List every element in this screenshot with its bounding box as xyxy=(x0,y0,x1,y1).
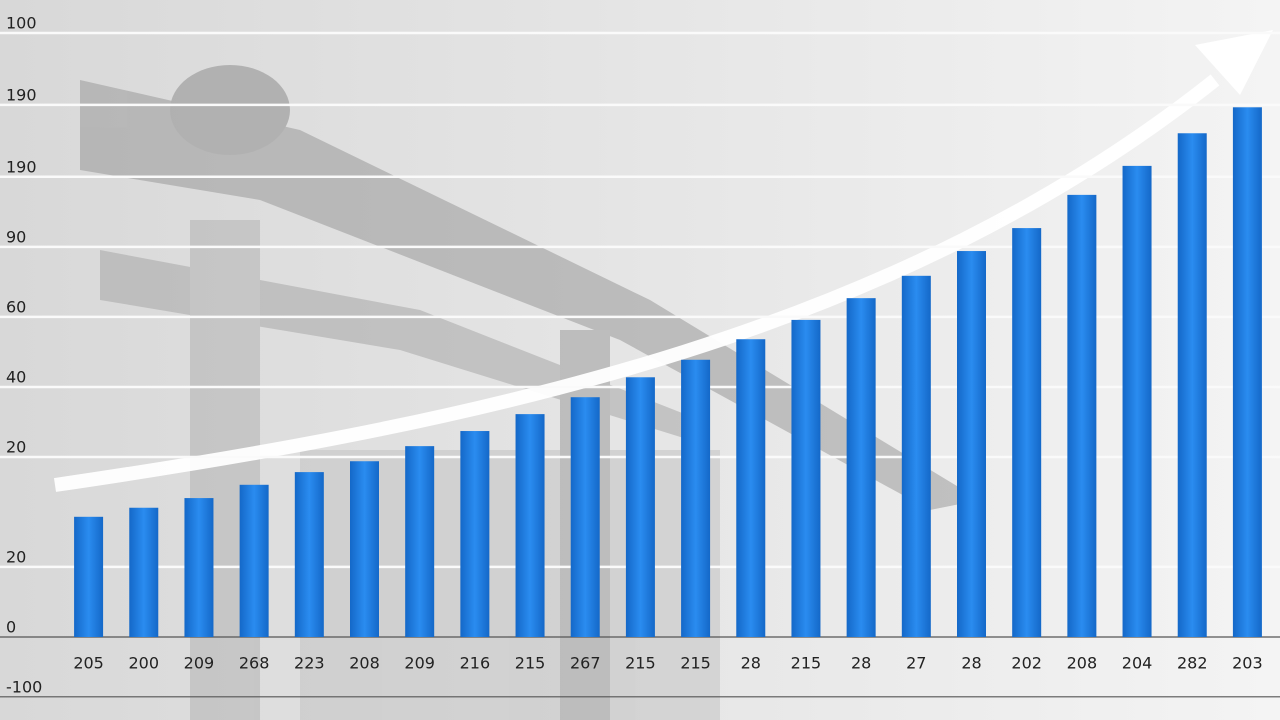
y-tick-label: 60 xyxy=(6,297,26,316)
x-tick-label: 216 xyxy=(460,654,491,673)
y-tick-label: 100 xyxy=(6,14,37,33)
y-tick-label: 20 xyxy=(6,547,26,566)
x-tick-label: 204 xyxy=(1122,654,1153,673)
bar xyxy=(1232,107,1262,638)
x-tick-label: 28 xyxy=(961,654,981,673)
bar xyxy=(74,516,104,637)
bar xyxy=(1122,165,1152,637)
bar xyxy=(515,414,545,637)
x-tick-label: 202 xyxy=(1011,654,1042,673)
bar xyxy=(736,339,766,637)
trend-arrow-head xyxy=(1195,30,1273,95)
x-tick-label: 208 xyxy=(1067,654,1098,673)
x-tick-label: 28 xyxy=(851,654,871,673)
x-tick-label: 282 xyxy=(1177,654,1208,673)
bar xyxy=(129,507,159,637)
bar xyxy=(294,472,324,637)
x-tick-label: 209 xyxy=(404,654,435,673)
bar xyxy=(681,359,711,637)
x-tick-label: 223 xyxy=(294,654,325,673)
bar xyxy=(570,397,600,637)
y-tick-label: 190 xyxy=(6,85,37,104)
x-tick-label: 215 xyxy=(515,654,546,673)
y-tick-label: 0 xyxy=(6,618,16,637)
x-tick-label: 268 xyxy=(239,654,270,673)
bar xyxy=(1177,133,1207,637)
bar xyxy=(901,275,931,637)
bar xyxy=(1067,194,1097,637)
x-tick-label: 27 xyxy=(906,654,926,673)
bar xyxy=(239,484,269,637)
x-tick-label: 203 xyxy=(1232,654,1263,673)
bar xyxy=(625,377,655,637)
x-tick-label: 267 xyxy=(570,654,601,673)
x-tick-label: 215 xyxy=(680,654,711,673)
x-tick-label: 208 xyxy=(349,654,380,673)
y-tick-label: 190 xyxy=(6,157,37,176)
trend-arrow xyxy=(53,74,1220,492)
bar xyxy=(1012,228,1042,638)
bar xyxy=(957,251,986,637)
x-tick-label: 209 xyxy=(184,654,215,673)
y-tick-label: 90 xyxy=(6,227,26,246)
x-tick-label: 215 xyxy=(625,654,656,673)
bar xyxy=(846,298,876,637)
bar xyxy=(405,446,435,637)
x-tick-label: 215 xyxy=(791,654,822,673)
x-tick-label: 28 xyxy=(741,654,761,673)
x-tick-label: 200 xyxy=(128,654,159,673)
y-tick-label: 40 xyxy=(6,367,26,386)
x-tick-label: 205 xyxy=(73,654,104,673)
bar xyxy=(460,431,490,637)
y-tick-label: 20 xyxy=(6,438,26,457)
y-tick-label: -100 xyxy=(6,677,42,696)
bar xyxy=(350,461,379,637)
bar xyxy=(184,498,214,637)
bar xyxy=(791,319,821,637)
